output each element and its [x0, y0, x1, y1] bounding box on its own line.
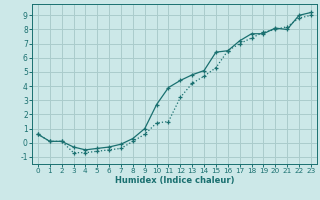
X-axis label: Humidex (Indice chaleur): Humidex (Indice chaleur) [115, 176, 234, 185]
